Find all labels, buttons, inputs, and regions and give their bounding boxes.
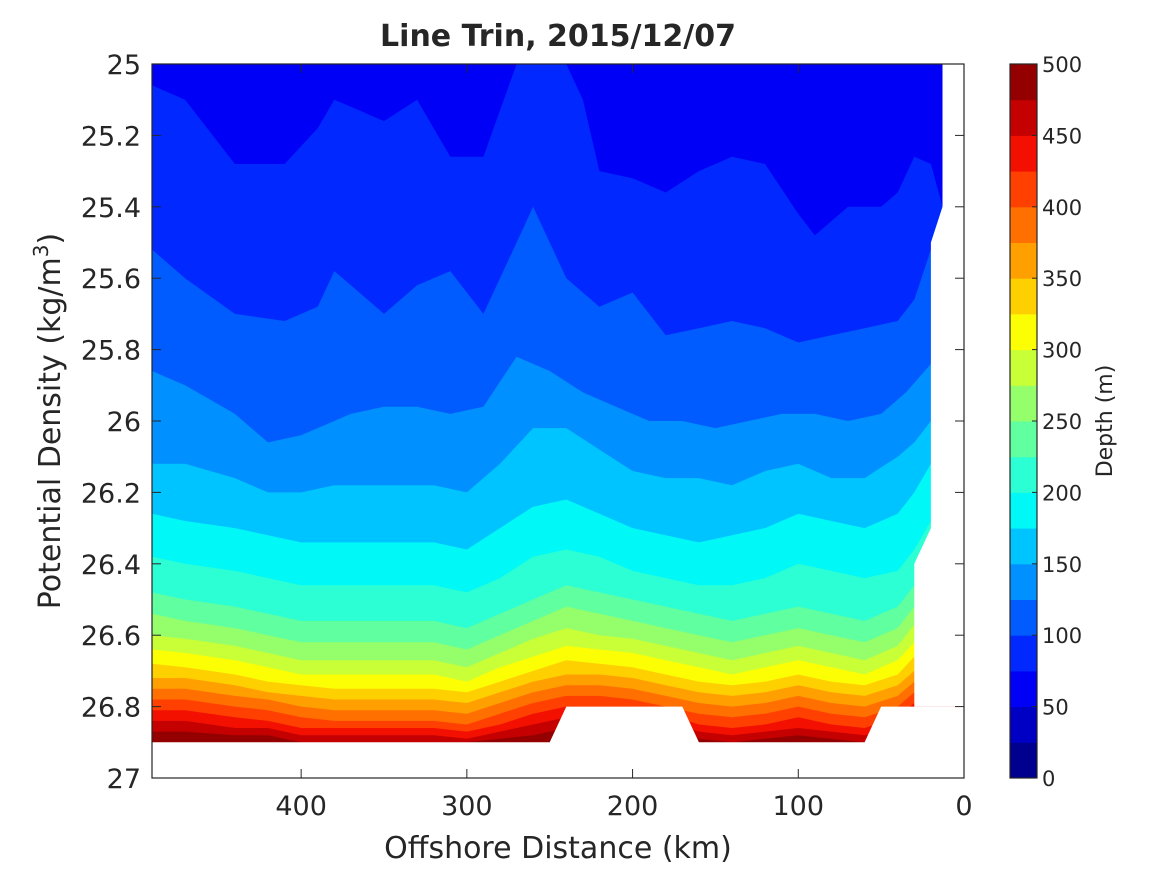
colorbar-tick-label: 350 bbox=[1042, 267, 1082, 291]
colorbar-segment bbox=[1010, 563, 1037, 600]
colorbar bbox=[1010, 64, 1037, 779]
colorbar-segment bbox=[1010, 242, 1037, 279]
mask-bottom bbox=[152, 706, 964, 778]
x-axis: 400 300 200 100 0 bbox=[275, 64, 973, 822]
y-axis-label: Potential Density (kg/m3) bbox=[29, 233, 68, 609]
y-tick-label: 25 bbox=[107, 50, 141, 81]
y-tick-label: 25.8 bbox=[81, 336, 141, 367]
colorbar-tick-label: 150 bbox=[1042, 553, 1082, 577]
colorbar-tick-label: 200 bbox=[1042, 481, 1082, 505]
y-tick-label: 26 bbox=[107, 407, 141, 438]
colorbar-segment bbox=[1010, 421, 1037, 458]
colorbar-tick-label: 450 bbox=[1042, 124, 1082, 148]
y-tick-label: 25.2 bbox=[81, 121, 141, 152]
colorbar-segment bbox=[1010, 278, 1037, 315]
y-tick-label: 26.2 bbox=[81, 478, 141, 509]
colorbar-segment bbox=[1010, 206, 1037, 243]
colorbar-segment bbox=[1010, 599, 1037, 636]
y-tick-label: 26.8 bbox=[81, 693, 141, 724]
colorbar-segment bbox=[1010, 135, 1037, 172]
colorbar-segment bbox=[1010, 528, 1037, 565]
colorbar-segment bbox=[1010, 313, 1037, 351]
colorbar-segment bbox=[1010, 349, 1037, 386]
y-axis-label-tail: ) bbox=[33, 233, 68, 245]
colorbar-tick-label: 300 bbox=[1042, 339, 1082, 363]
contour-fill-layer bbox=[152, 64, 964, 778]
colorbar-segment bbox=[1010, 385, 1037, 422]
x-axis-label: Offshore Distance (km) bbox=[384, 831, 732, 866]
colorbar-segment bbox=[1010, 742, 1037, 779]
colorbar-segment bbox=[1010, 706, 1037, 743]
colorbar-tick-label: 500 bbox=[1042, 53, 1082, 77]
colorbar-tick-label: 0 bbox=[1042, 767, 1055, 791]
colorbar-segment bbox=[1010, 171, 1037, 208]
x-tick-label: 0 bbox=[955, 791, 972, 822]
colorbar-segment bbox=[1010, 456, 1037, 493]
colorbar-tick-label: 100 bbox=[1042, 624, 1082, 648]
y-axis: 25 25.2 25.4 25.6 25.8 26 26.2 26.4 26.6 26.8 27 bbox=[81, 50, 964, 795]
colorbar-segment bbox=[1010, 670, 1037, 708]
colorbar-tick-label: 50 bbox=[1042, 696, 1069, 720]
y-tick-label: 27 bbox=[107, 764, 141, 795]
colorbar-segment bbox=[1010, 492, 1037, 529]
x-tick-label: 100 bbox=[773, 791, 825, 822]
y-axis-label-superscript: 3 bbox=[29, 244, 53, 257]
x-tick-label: 200 bbox=[607, 791, 659, 822]
x-tick-label: 400 bbox=[275, 791, 327, 822]
y-axis-label-main: Potential Density (kg/m bbox=[33, 257, 68, 609]
y-tick-label: 26.6 bbox=[81, 621, 141, 652]
x-tick-label: 300 bbox=[441, 791, 493, 822]
colorbar-tick-label: 400 bbox=[1042, 196, 1082, 220]
mask-right bbox=[914, 64, 964, 707]
colorbar-label: Depth (m) bbox=[1093, 365, 1118, 478]
data-mask-layer bbox=[152, 64, 964, 778]
y-tick-label: 26.4 bbox=[81, 550, 141, 581]
colorbar-ticks: 0 50 100 150 200 250 300 350 400 450 500 bbox=[1032, 53, 1082, 791]
chart-title: Line Trin, 2015/12/07 bbox=[380, 19, 736, 54]
colorbar-tick-label: 250 bbox=[1042, 410, 1082, 434]
y-tick-label: 25.6 bbox=[81, 264, 141, 295]
colorbar-segment bbox=[1010, 99, 1037, 136]
colorbar-segment bbox=[1010, 64, 1037, 101]
colorbar-segment bbox=[1010, 635, 1037, 672]
y-tick-label: 25.4 bbox=[81, 193, 141, 224]
